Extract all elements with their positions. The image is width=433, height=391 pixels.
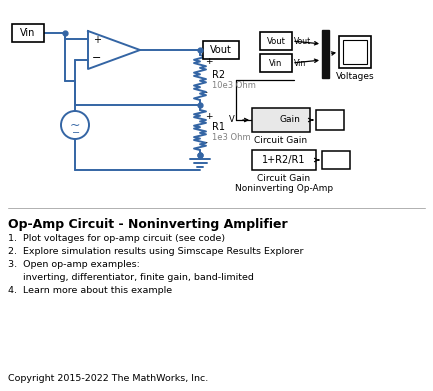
Text: Vout: Vout: [294, 36, 311, 45]
Text: R2: R2: [212, 70, 225, 79]
Text: R1: R1: [212, 122, 225, 132]
Bar: [343, 40, 367, 64]
Bar: [12, 24, 44, 42]
Text: +: +: [205, 57, 213, 66]
Text: Vout: Vout: [210, 45, 232, 55]
Bar: [260, 54, 292, 72]
Text: 2.  Explore simulation results using Simscape Results Explorer: 2. Explore simulation results using Sims…: [8, 247, 304, 256]
Text: −: −: [72, 128, 80, 138]
Text: Copyright 2015-2022 The MathWorks, Inc.: Copyright 2015-2022 The MathWorks, Inc.: [8, 374, 208, 383]
Text: 1+R2/R1: 1+R2/R1: [262, 155, 306, 165]
Text: −: −: [92, 53, 102, 63]
Text: inverting, differentiator, finite gain, band-limited: inverting, differentiator, finite gain, …: [8, 273, 254, 282]
Text: 10e3 Ohm: 10e3 Ohm: [212, 81, 256, 90]
Text: +: +: [205, 112, 213, 121]
Text: ·: ·: [205, 88, 209, 98]
Text: 1e3 Ohm: 1e3 Ohm: [212, 133, 251, 142]
Text: Vin: Vin: [294, 59, 306, 68]
Text: 4.  Learn more about this example: 4. Learn more about this example: [8, 286, 172, 295]
Bar: [252, 108, 310, 132]
Text: Circuit Gain: Circuit Gain: [258, 174, 310, 183]
Text: Vin: Vin: [269, 59, 283, 68]
Text: Vout: Vout: [267, 36, 285, 45]
Bar: [203, 41, 239, 59]
Bar: [252, 150, 316, 170]
Bar: [316, 110, 344, 130]
Text: Gain: Gain: [279, 115, 300, 124]
Text: ~: ~: [70, 118, 80, 131]
Text: +: +: [93, 35, 101, 45]
Text: 1.  Plot voltages for op-amp circuit (see code): 1. Plot voltages for op-amp circuit (see…: [8, 234, 225, 243]
Bar: [322, 151, 350, 169]
Text: Circuit Gain: Circuit Gain: [255, 136, 307, 145]
Text: 3.  Open op-amp examples:: 3. Open op-amp examples:: [8, 260, 140, 269]
Text: Noninverting Op-Amp: Noninverting Op-Amp: [235, 184, 333, 193]
Text: Op-Amp Circuit - Noninverting Amplifier: Op-Amp Circuit - Noninverting Amplifier: [8, 218, 288, 231]
Text: Vin: Vin: [20, 28, 36, 38]
Bar: [339, 36, 371, 68]
Text: Voltages: Voltages: [336, 72, 374, 81]
Text: ·: ·: [205, 138, 209, 148]
Text: V: V: [229, 115, 235, 124]
Bar: [260, 32, 292, 50]
Bar: [322, 30, 329, 78]
